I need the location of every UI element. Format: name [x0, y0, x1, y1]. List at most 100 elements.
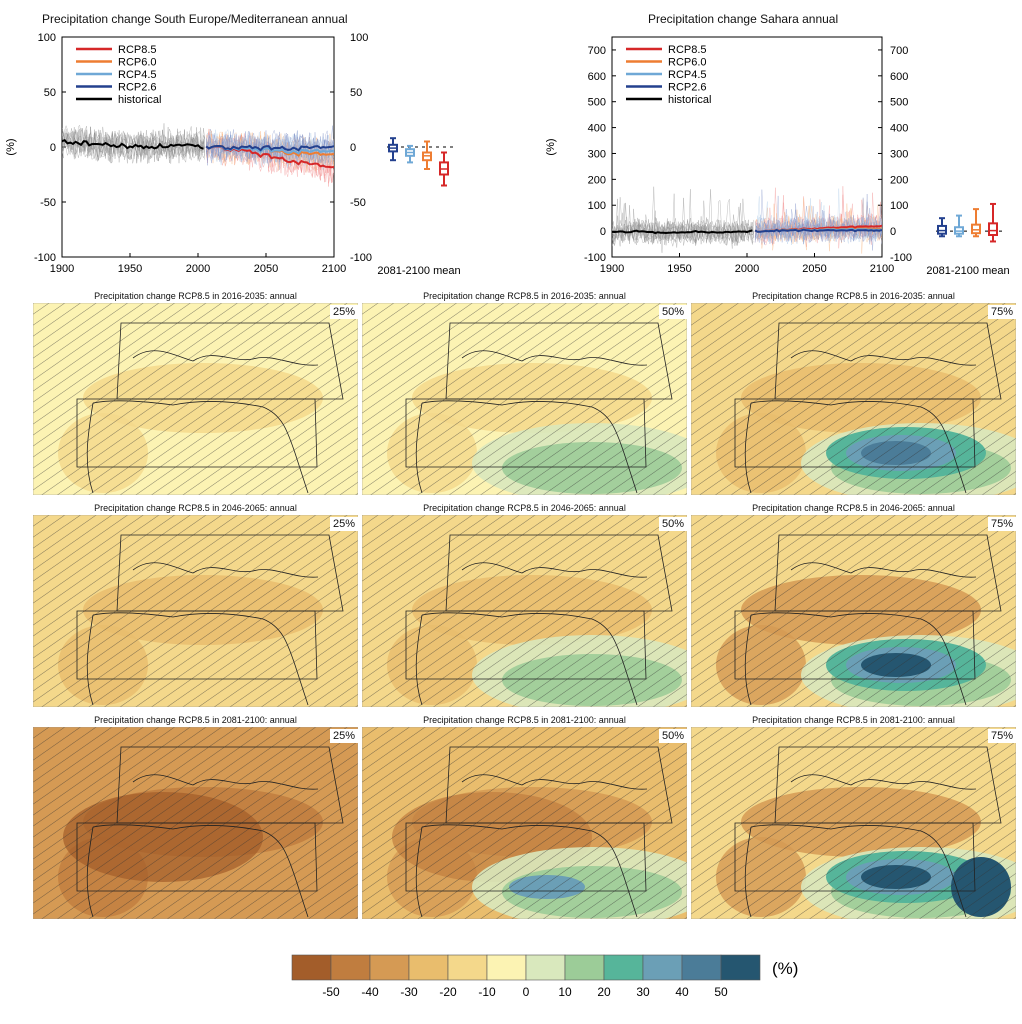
boxplot-box [937, 224, 947, 235]
percentile-label: 50% [659, 729, 688, 743]
chart-title-mediterranean: Precipitation change South Europe/Medite… [42, 12, 348, 26]
x-tick-label: 2050 [254, 263, 278, 275]
region-box-mediterranean [774, 534, 1002, 612]
colorbar-tick-label: 0 [523, 985, 530, 999]
percentile-label: 75% [988, 305, 1017, 319]
y-tick-label-right: 700 [890, 45, 908, 57]
chart-title-sahara: Precipitation change Sahara annual [648, 12, 839, 26]
region-box-mediterranean [116, 746, 344, 824]
coastline [86, 562, 319, 706]
legend-entry: historical [668, 94, 711, 106]
legend-entry: RCP8.5 [668, 44, 707, 56]
colorbar-swatch [330, 954, 371, 981]
region-box-sahara [734, 610, 976, 680]
region-box-sahara [734, 822, 976, 892]
colorbar-tick-label: -50 [322, 985, 340, 999]
boxplot-box [971, 223, 981, 235]
coastline [86, 774, 319, 918]
colorbar-tick-label: 10 [558, 985, 572, 999]
precipitation-map [362, 515, 687, 707]
y-tick-label: 50 [44, 87, 56, 99]
boxplot-axis-label: 2081-2100 mean [377, 265, 460, 277]
percentile-label: 25% [330, 517, 359, 531]
boxplot-axis-label: 2081-2100 mean [926, 265, 1009, 277]
y-tick-label: 100 [588, 200, 606, 212]
precipitation-map [33, 303, 358, 495]
series-line-rcp26 [205, 144, 334, 152]
series-line-rcp26 [754, 228, 882, 233]
precipitation-map [691, 515, 1016, 707]
legend-entry: RCP6.0 [668, 57, 707, 69]
x-tick-label: 1950 [118, 263, 142, 275]
y-tick-label-right: 0 [350, 142, 356, 154]
boxplot-box [988, 222, 998, 236]
legend-entry: RCP2.6 [668, 82, 707, 94]
model-member-line [612, 198, 754, 246]
region-box-sahara [405, 610, 647, 680]
legend-entry: RCP4.5 [668, 69, 707, 81]
coastline [415, 562, 648, 706]
legend-entry: RCP2.6 [118, 82, 157, 94]
colorbar-swatch [525, 954, 566, 981]
map-grid: Precipitation change RCP8.5 in 2016-2035… [0, 285, 1022, 925]
colorbar-tick-label: -10 [478, 985, 496, 999]
y-tick-label-right: 100 [890, 200, 908, 212]
colorbar-swatch [642, 954, 683, 981]
y-tick-label-right: 300 [890, 148, 908, 160]
y-tick-label: 400 [588, 123, 606, 135]
region-box-sahara [405, 822, 647, 892]
y-tick-label-right: 200 [890, 174, 908, 186]
y-tick-label: 0 [50, 142, 56, 154]
y-tick-label-right: 50 [350, 87, 362, 99]
legend-entry: RCP4.5 [118, 69, 157, 81]
x-tick-label: 2100 [322, 263, 346, 275]
y-tick-label: 300 [588, 148, 606, 160]
y-tick-label: -50 [40, 197, 56, 209]
region-box-mediterranean [445, 322, 673, 400]
model-member-line [62, 126, 206, 164]
colorbar-swatch [603, 954, 644, 981]
x-tick-label: 1900 [600, 263, 624, 275]
plot-area [62, 123, 334, 187]
region-box-mediterranean [445, 746, 673, 824]
x-tick-label: 1900 [50, 263, 74, 275]
coastline [415, 774, 648, 918]
model-member-line [62, 124, 206, 162]
precipitation-map [33, 515, 358, 707]
y-tick-label-right: 400 [890, 123, 908, 135]
percentile-label: 25% [330, 305, 359, 319]
y-tick-label-right: 0 [890, 226, 896, 238]
coastline [744, 774, 977, 918]
y-tick-label-right: -50 [350, 197, 366, 209]
plot-area [612, 186, 882, 254]
colorbar: -50 -40 -30 -20 -10 0 10 20 30 40 50 (%) [291, 954, 798, 999]
legend-entry: historical [118, 94, 161, 106]
precipitation-map [691, 303, 1016, 495]
coastline [744, 562, 977, 706]
percentile-label: 50% [659, 305, 688, 319]
colorbar-swatch [369, 954, 410, 981]
colorbar-swatch [720, 954, 761, 981]
x-tick-label: 2100 [870, 263, 894, 275]
y-axis-label: (%) [5, 138, 17, 155]
colorbar-swatch [408, 954, 449, 981]
y-tick-label: 500 [588, 97, 606, 109]
y-tick-label: 0 [600, 226, 606, 238]
map-title: Precipitation change RCP8.5 in 2081-2100… [752, 715, 955, 725]
model-member-line [205, 128, 334, 165]
legend-entry: RCP8.5 [118, 44, 157, 56]
precipitation-map [362, 727, 687, 919]
map-title: Precipitation change RCP8.5 in 2046-2065… [423, 503, 626, 513]
colorbar-tick-label: 50 [714, 985, 728, 999]
region-box-mediterranean [445, 534, 673, 612]
map-title: Precipitation change RCP8.5 in 2016-2035… [423, 291, 626, 301]
timeseries-plot-sahara: 700 700 600 600 500 500 400 400 300 300 200 200 100 1… [545, 36, 1010, 277]
colorbar-tick-label: -30 [400, 985, 418, 999]
percentile-label: 75% [988, 729, 1017, 743]
series-line-historical [612, 229, 753, 235]
y-tick-label: 200 [588, 174, 606, 186]
region-box-sahara [76, 822, 318, 892]
region-box-sahara [734, 398, 976, 468]
percentile-label: 50% [659, 517, 688, 531]
map-title: Precipitation change RCP8.5 in 2081-2100… [94, 715, 297, 725]
